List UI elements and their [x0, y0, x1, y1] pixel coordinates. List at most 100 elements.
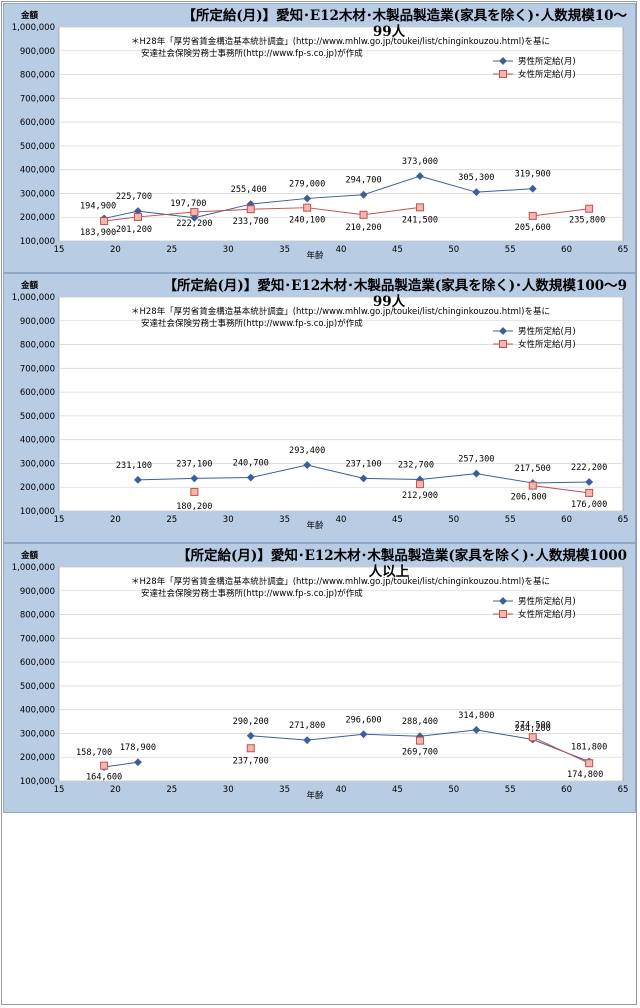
data-label: 279,000	[289, 179, 325, 189]
x-tick-label: 15	[54, 515, 65, 525]
x-tick-label: 55	[505, 245, 516, 255]
data-point	[585, 759, 594, 768]
legend-entry: 女性所定給(月)	[518, 609, 576, 620]
series-line-segment	[250, 197, 308, 205]
data-label: 206,800	[511, 493, 547, 503]
legend-marker	[499, 57, 507, 65]
series-male: 158,700 178,900 290,200 271,800 296,600 288,4…	[76, 711, 607, 771]
data-point	[528, 733, 537, 742]
data-label: 222,200	[176, 219, 212, 229]
series-line-segment	[307, 733, 364, 741]
source-note-line1: ＊H28年「厚労省賃金構造基本統計調査」(http://www.mhlw.go.…	[131, 36, 550, 47]
data-point	[585, 478, 594, 486]
data-point	[359, 730, 368, 739]
x-tick-label: 25	[166, 245, 177, 255]
data-label: 305,300	[458, 173, 494, 183]
data-label: 194,900	[80, 201, 116, 211]
data-label: 164,600	[86, 773, 122, 783]
data-point	[528, 481, 537, 490]
data-label: 255,400	[231, 185, 267, 195]
data-label: 180,200	[176, 502, 212, 512]
data-point	[246, 473, 255, 482]
chart-svg: 100,000 200,000 300,000 400,000 500,000 600,0…	[3, 273, 636, 543]
data-label: 288,400	[402, 717, 438, 727]
chart-title-line1: 【所定給(月)】愛知･E12木材･木製品製造業(家具を除く)･人数規模1000	[177, 547, 627, 564]
series-line-segment	[104, 216, 139, 222]
y-tick-label: 600,000	[20, 118, 55, 128]
x-tick-label: 40	[336, 245, 347, 255]
series-line-segment	[194, 208, 251, 213]
chart-panel-size-100-999: 100,000 200,000 300,000 400,000 500,000 600,0…	[3, 273, 636, 543]
x-tick-label: 65	[618, 785, 629, 795]
legend-marker	[499, 597, 507, 605]
x-tick-label: 30	[223, 515, 234, 525]
data-point	[190, 207, 199, 216]
x-tick-label: 60	[561, 515, 572, 525]
data-point	[303, 736, 312, 745]
data-point	[472, 188, 481, 197]
data-point	[472, 469, 481, 478]
data-label: 174,800	[567, 770, 603, 780]
chart-title-line2: 99人	[373, 294, 406, 310]
y-tick-label: 900,000	[20, 587, 55, 597]
y-tick-label: 700,000	[20, 634, 55, 644]
data-point	[303, 203, 312, 212]
x-tick-label: 55	[505, 785, 516, 795]
x-tick-label: 60	[561, 785, 572, 795]
chart-title: 【所定給(月)】愛知･E12木材･木製品製造業(家具を除く)･人数規模10～ 99…	[182, 7, 627, 40]
data-label: 241,500	[402, 215, 438, 225]
legend-marker	[499, 70, 507, 78]
data-label: 274,500	[515, 721, 551, 731]
legend-marker	[499, 327, 507, 335]
x-tick-label: 50	[448, 245, 459, 255]
y-tick-label: 800,000	[20, 341, 55, 351]
y-tick-label: 500,000	[20, 682, 55, 692]
series-line-segment	[137, 211, 195, 218]
data-point	[359, 474, 368, 483]
x-tick-label: 35	[279, 785, 290, 795]
legend: 男性所定給(月) 女性所定給(月)	[493, 596, 576, 620]
legend: 男性所定給(月) 女性所定給(月)	[493, 56, 576, 80]
data-label: 197,700	[170, 199, 206, 209]
plot-area	[58, 566, 624, 782]
plot-area	[58, 296, 624, 512]
series-line-segment	[194, 477, 251, 479]
x-tick-label: 50	[448, 515, 459, 525]
series-line-segment	[476, 729, 533, 741]
source-note-line1: ＊H28年「厚労省賃金構造基本統計調査」(http://www.mhlw.go.…	[131, 576, 550, 587]
data-label: 178,900	[120, 743, 156, 753]
legend-entry: 男性所定給(月)	[518, 56, 576, 67]
series-line-segment	[250, 735, 308, 741]
data-label: 158,700	[76, 748, 112, 758]
data-label: 235,800	[569, 216, 605, 226]
data-point	[415, 736, 424, 745]
x-tick-label: 45	[392, 785, 403, 795]
data-point	[133, 212, 142, 221]
legend-marker	[499, 340, 507, 348]
series-line-segment	[532, 208, 590, 217]
y-tick-label: 500,000	[20, 412, 55, 422]
data-point	[190, 213, 199, 222]
data-point	[528, 211, 537, 220]
y-tick-label: 900,000	[20, 317, 55, 327]
data-point	[246, 744, 255, 753]
series-line-segment	[104, 761, 139, 768]
x-tick-label: 55	[505, 515, 516, 525]
series-line-segment	[250, 464, 308, 479]
y-tick-label: 800,000	[20, 71, 55, 81]
data-point	[359, 190, 368, 199]
data-label: 176,000	[571, 500, 607, 510]
series-line-segment	[363, 733, 420, 737]
series-line-segment	[476, 188, 533, 193]
chart-title-line2: 99人	[373, 24, 406, 40]
data-label: 205,600	[515, 223, 551, 233]
data-label: 183,900	[80, 228, 116, 238]
x-tick-label: 45	[392, 245, 403, 255]
y-tick-label: 300,000	[20, 459, 55, 469]
source-note-line2: 安達社会保険労務士事務所(http://www.fp-s.co.jp)が作成	[141, 318, 363, 329]
data-label: 237,100	[345, 459, 381, 469]
data-label: 237,700	[233, 756, 269, 766]
y-tick-label: 800,000	[20, 611, 55, 621]
data-point	[585, 488, 594, 497]
data-point	[134, 475, 142, 484]
